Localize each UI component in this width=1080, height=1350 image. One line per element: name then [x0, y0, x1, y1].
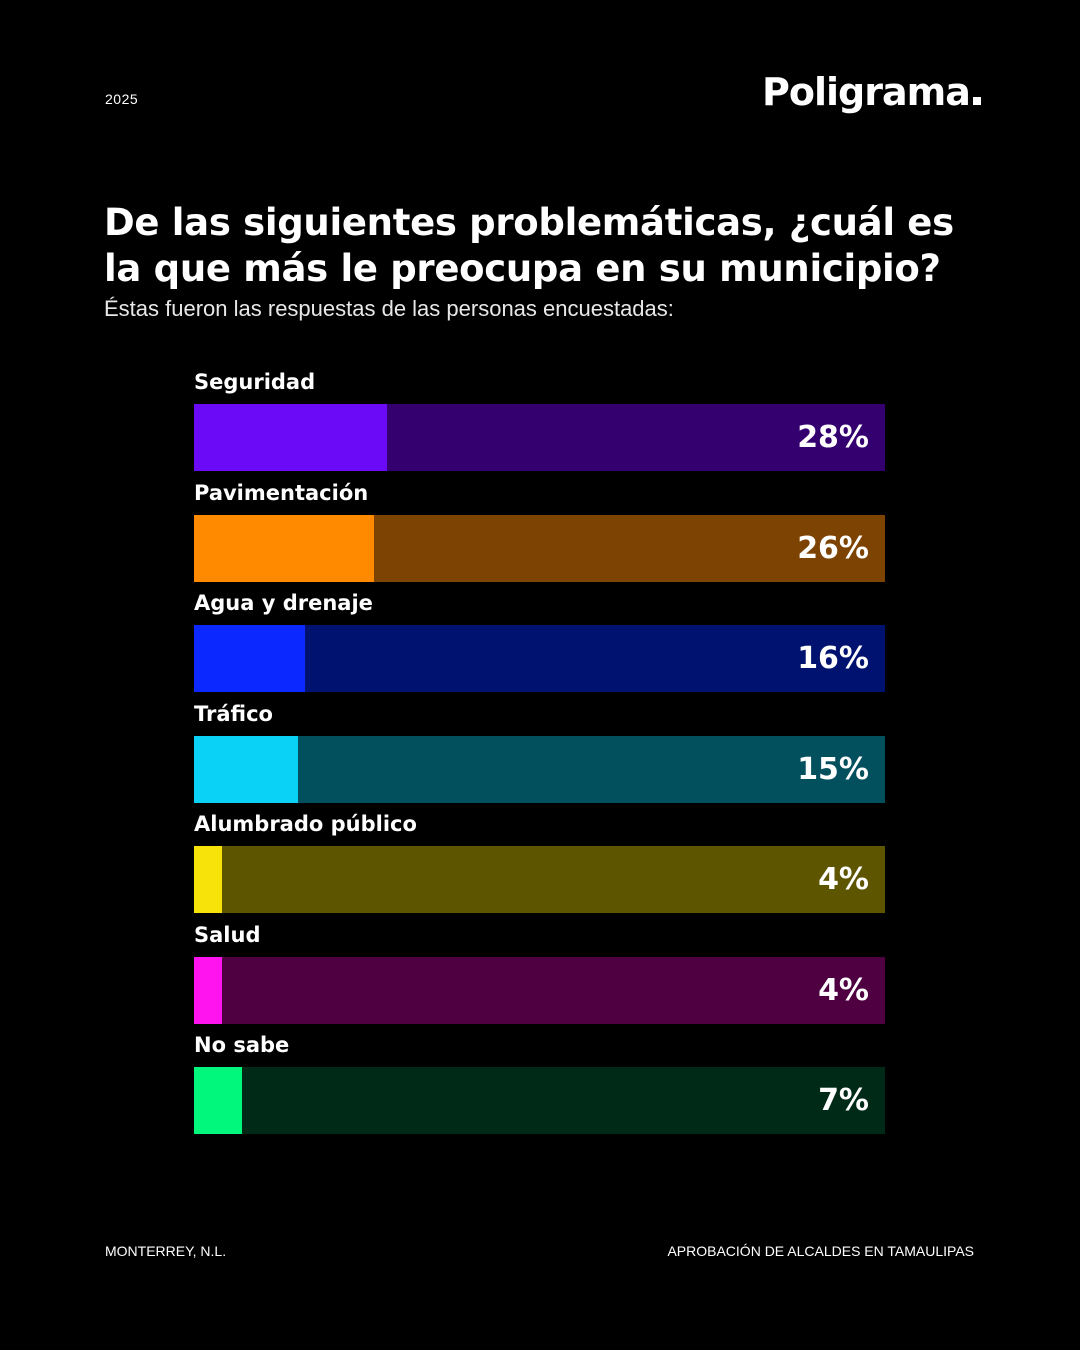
value-label: 16%	[797, 641, 869, 676]
value-label: 4%	[818, 972, 869, 1008]
year-label: 2025	[105, 91, 139, 107]
bar-row: Salud 4%	[194, 921, 885, 1032]
category-label: No sabe	[194, 1033, 290, 1057]
bar	[194, 1067, 243, 1134]
bar	[194, 956, 222, 1024]
brand-name: Poligrama	[762, 70, 971, 114]
bar-row: Alumbrado público 4%	[194, 810, 885, 921]
bar-track: 15%	[194, 735, 885, 803]
bar-row: Agua y drenaje 16%	[194, 589, 885, 700]
value-label: 15%	[797, 751, 869, 787]
bar-row: Seguridad 28%	[194, 368, 885, 479]
bar-row: Tráfico 15%	[194, 700, 885, 811]
category-label: Tráfico	[194, 701, 273, 726]
category-label: Agua y drenaje	[194, 591, 373, 615]
category-label: Pavimentación	[194, 480, 369, 505]
bar-chart: Seguridad 28% Pavimentación 26% Agua y drena…	[194, 368, 885, 1142]
bar-track: 4%	[194, 846, 885, 913]
value-label: 28%	[797, 420, 869, 455]
category-label: Alumbrado público	[194, 812, 417, 836]
brand-dot	[972, 97, 981, 105]
value-label: 26%	[797, 530, 869, 566]
chart-subtitle: Éstas fueron las respuestas de las perso…	[104, 296, 674, 321]
footer-source: APROBACIÓN DE ALCALDES EN TAMAULIPAS	[667, 1243, 974, 1259]
bar	[194, 514, 374, 582]
bar	[194, 404, 388, 471]
category-label: Seguridad	[194, 370, 316, 394]
bar-track: 28%	[194, 404, 885, 471]
value-label: 7%	[818, 1083, 869, 1118]
bar	[194, 846, 222, 913]
footer-location: MONTERREY, N.L.	[105, 1243, 227, 1259]
bar-row: Pavimentación 26%	[194, 479, 885, 590]
bar-track: 16%	[194, 625, 885, 692]
bar	[194, 735, 298, 803]
bar-track: 7%	[194, 1067, 885, 1134]
value-label: 4%	[818, 862, 869, 897]
brand-logo: Poligrama	[762, 70, 981, 114]
chart-title: De las siguientes problemáticas, ¿cuál e…	[104, 201, 954, 290]
bar-track: 26%	[194, 514, 885, 582]
bar-row: No sabe 7%	[194, 1031, 885, 1142]
bar	[194, 625, 305, 692]
bar-track: 4%	[194, 956, 885, 1024]
category-label: Salud	[194, 922, 261, 947]
